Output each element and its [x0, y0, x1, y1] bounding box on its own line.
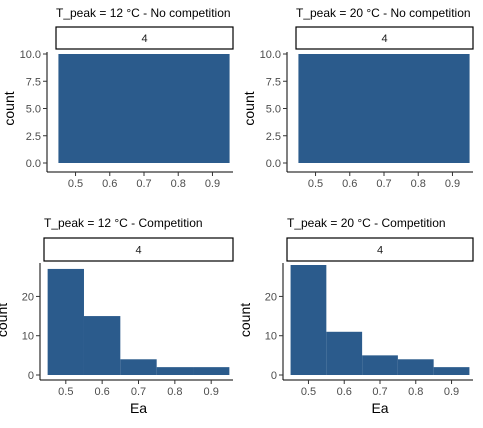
y-tick-label: 5.0	[266, 104, 281, 116]
y-tick-label: 0	[28, 370, 34, 382]
histogram-bar	[397, 359, 434, 375]
facet-strip-label: 4	[135, 245, 141, 257]
y-tick-label: 10.0	[20, 49, 41, 61]
x-tick-label: 0.6	[102, 178, 117, 190]
x-tick-label: 0.6	[342, 178, 357, 190]
y-tick-label: 0.0	[26, 158, 41, 170]
x-tick-label: 0.6	[337, 386, 352, 398]
histogram-bar	[120, 359, 157, 375]
facet-strip-label: 4	[141, 33, 147, 45]
histogram-bar	[58, 54, 230, 163]
x-tick-label: 0.5	[68, 178, 83, 190]
facet-strip	[295, 26, 474, 50]
histogram-bar	[156, 367, 194, 375]
x-tick-label: 0.5	[301, 386, 316, 398]
x-axis-title: Ea	[130, 400, 147, 416]
x-tick-label: 0.5	[308, 178, 323, 190]
x-tick-label: 0.7	[131, 386, 146, 398]
x-tick-label: 0.7	[136, 178, 151, 190]
x-tick-label: 0.6	[95, 386, 110, 398]
histogram-bar	[290, 265, 327, 375]
histogram-bar	[193, 367, 230, 375]
x-tick-label: 0.8	[167, 386, 182, 398]
panel-title: T_peak = 20 °C - Competition	[287, 216, 446, 230]
panel-title: T_peak = 20 °C - No competition	[296, 6, 471, 20]
x-tick-label: 0.8	[171, 178, 186, 190]
y-axis-title: count	[237, 303, 253, 337]
y-tick-label: 5.0	[26, 104, 41, 116]
y-tick-label: 10	[265, 331, 277, 343]
y-tick-label: 7.5	[26, 76, 41, 88]
y-tick-label: 0	[271, 370, 277, 382]
facet-strip-label: 4	[381, 33, 387, 45]
facet-strip	[286, 237, 474, 262]
x-tick-label: 0.7	[376, 178, 391, 190]
y-tick-label: 10.0	[260, 49, 281, 61]
y-axis-title: count	[241, 91, 257, 125]
histogram-bar	[362, 355, 398, 375]
y-tick-label: 20	[22, 291, 34, 303]
x-tick-label: 0.7	[372, 386, 387, 398]
y-tick-label: 2.5	[26, 131, 41, 143]
histogram-bar	[433, 367, 470, 375]
y-tick-label: 2.5	[266, 131, 281, 143]
y-tick-label: 7.5	[266, 76, 281, 88]
y-tick-label: 20	[265, 291, 277, 303]
y-tick-label: 10	[22, 331, 34, 343]
panel-title: T_peak = 12 °C - No competition	[56, 6, 231, 20]
histogram-bar	[298, 54, 470, 163]
y-axis-title: count	[1, 91, 17, 125]
x-tick-label: 0.5	[58, 386, 73, 398]
histogram-bar	[326, 331, 363, 375]
histogram-bar	[47, 268, 84, 375]
x-tick-label: 0.9	[444, 386, 459, 398]
x-tick-label: 0.8	[411, 178, 426, 190]
x-tick-label: 0.9	[205, 178, 220, 190]
y-tick-label: 0.0	[266, 158, 281, 170]
facet-strip-label: 4	[377, 245, 383, 257]
x-tick-label: 0.9	[204, 386, 219, 398]
panel-title: T_peak = 12 °C - Competition	[44, 216, 203, 230]
x-axis-title: Ea	[371, 400, 388, 416]
y-axis-title: count	[0, 303, 10, 337]
facet-strip	[43, 237, 234, 262]
x-tick-label: 0.8	[408, 386, 423, 398]
histogram-bar	[83, 316, 121, 375]
x-tick-label: 0.9	[445, 178, 460, 190]
facet-strip	[55, 26, 234, 50]
